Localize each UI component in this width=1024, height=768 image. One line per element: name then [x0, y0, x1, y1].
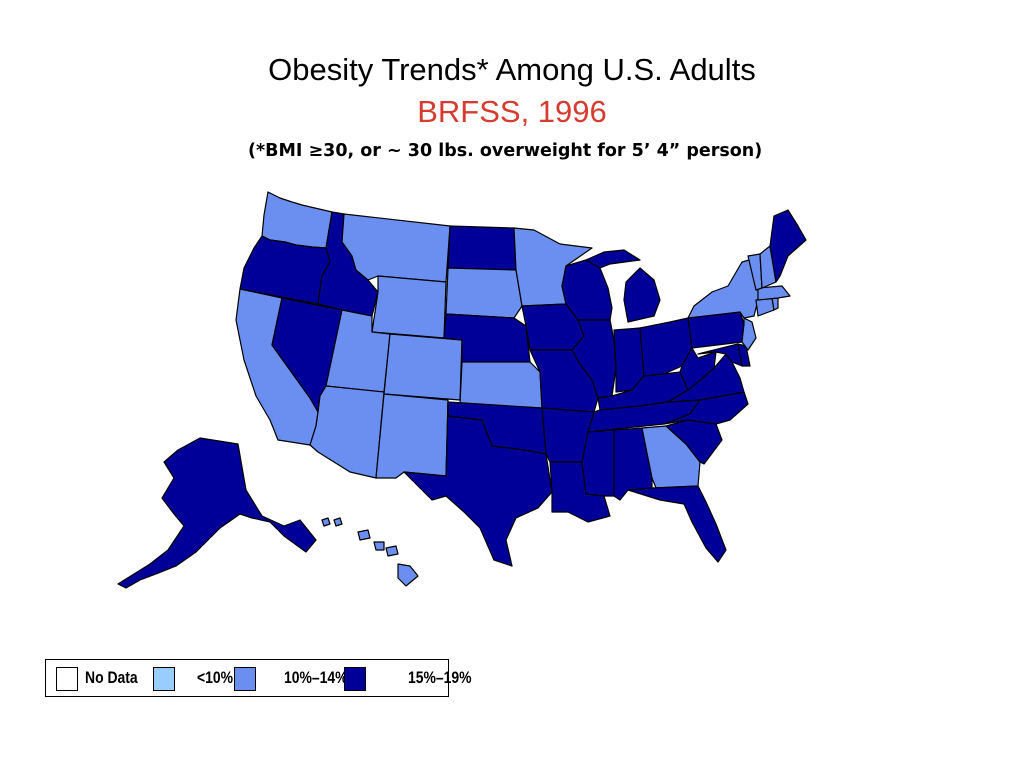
state-wyoming: [371, 275, 447, 339]
state-kansas: [459, 361, 543, 409]
state-new-mexico: [375, 393, 449, 479]
state-north-dakota: [447, 225, 517, 271]
legend-label-15-19: 15%–19%: [408, 668, 472, 687]
state-michigan: [585, 249, 661, 323]
state-colorado: [383, 333, 463, 401]
state-montana: [341, 213, 451, 283]
legend-swatch-10-14: [234, 667, 256, 691]
map-legend: No Data <10% 10%–14% 15%–19%: [45, 659, 472, 697]
state-south-dakota: [445, 267, 523, 319]
legend-swatch-lt10: [153, 667, 175, 691]
map-subtitle: BRFSS, 1996: [417, 94, 607, 129]
state-alaska: [117, 437, 317, 589]
legend-swatch-no-data: [56, 667, 78, 691]
state-massachusetts: [757, 285, 791, 301]
state-hawaii: [321, 517, 419, 587]
legend-label-10-14: 10%–14%: [284, 668, 348, 687]
map-title: Obesity Trends* Among U.S. Adults: [268, 52, 756, 87]
legend-swatch-15-19: [344, 667, 366, 691]
state-florida: [627, 485, 727, 563]
state-connecticut: [755, 297, 775, 317]
state-maine: [769, 209, 807, 283]
state-washington: [261, 191, 333, 249]
state-west-virginia: [679, 347, 717, 391]
legend-label-lt10: <10%: [197, 668, 234, 687]
legend-label-no-data: No Data: [85, 668, 138, 687]
bmi-footnote: (*BMI ≥30, or ~ 30 lbs. overweight for 5…: [248, 141, 763, 161]
state-new-jersey: [741, 317, 757, 351]
state-texas: [403, 401, 553, 567]
state-delaware: [737, 343, 751, 367]
state-north-carolina: [663, 391, 749, 425]
state-new-york: [687, 257, 761, 319]
state-mississippi: [581, 429, 615, 497]
state-arizona: [309, 385, 385, 479]
